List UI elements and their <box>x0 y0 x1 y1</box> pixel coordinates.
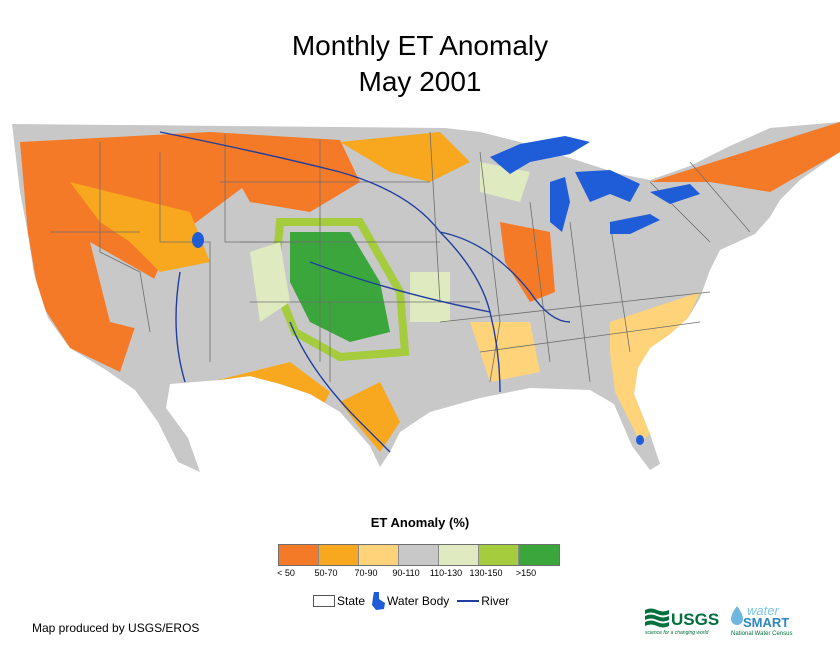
watersmart-logo: water SMART National Water Census <box>731 603 792 637</box>
watersmart-tagline: National Water Census <box>731 631 792 637</box>
watersmart-word-2: SMART <box>743 615 789 630</box>
water-body-label: Water Body <box>387 594 450 608</box>
legend-label: 110-130 <box>429 568 463 578</box>
water-bodies <box>192 136 700 445</box>
legend-label: 70-90 <box>354 568 378 578</box>
legend-swatch <box>279 545 319 565</box>
map-credit: Map produced by USGS/EROS <box>32 621 200 635</box>
legend-swatch <box>399 545 439 565</box>
legend-swatch <box>359 545 399 565</box>
legend-label: 130-150 <box>469 568 503 578</box>
map-subtitle: May 2001 <box>358 66 482 97</box>
watersmart-word-1: water <box>747 603 779 618</box>
water-body-legend-item: Water Body <box>369 591 449 611</box>
rivers <box>159 131 571 453</box>
legend-swatch <box>519 545 559 565</box>
legend-swatch <box>479 545 519 565</box>
state-symbol <box>313 595 335 607</box>
river-legend-item: River <box>453 594 509 608</box>
legend-swatch <box>439 545 479 565</box>
legend-title: ET Anomaly (%) <box>370 515 470 530</box>
river-label: River <box>481 594 510 608</box>
state-boundaries <box>50 131 751 383</box>
legend-label: < 50 <box>277 568 295 578</box>
state-label: State <box>337 594 366 608</box>
legend-label: 90-110 <box>392 568 420 578</box>
water-body-icon <box>372 592 386 610</box>
river-symbol <box>457 600 480 602</box>
legend-swatch <box>319 545 359 565</box>
usgs-wordmark: USGS <box>671 610 719 629</box>
legend-label: 50-70 <box>314 568 338 578</box>
legend-label: >150 <box>515 568 537 578</box>
usgs-logo: USGS science for a changing world <box>645 608 719 636</box>
legend-color-bar <box>278 544 560 566</box>
state-legend-item: State <box>313 594 365 608</box>
map-title: Monthly ET Anomaly <box>291 30 549 61</box>
layer-legend: State Water Body River <box>313 592 513 610</box>
us-et-anomaly-map <box>12 122 840 472</box>
usgs-tagline: science for a changing world <box>645 630 709 636</box>
